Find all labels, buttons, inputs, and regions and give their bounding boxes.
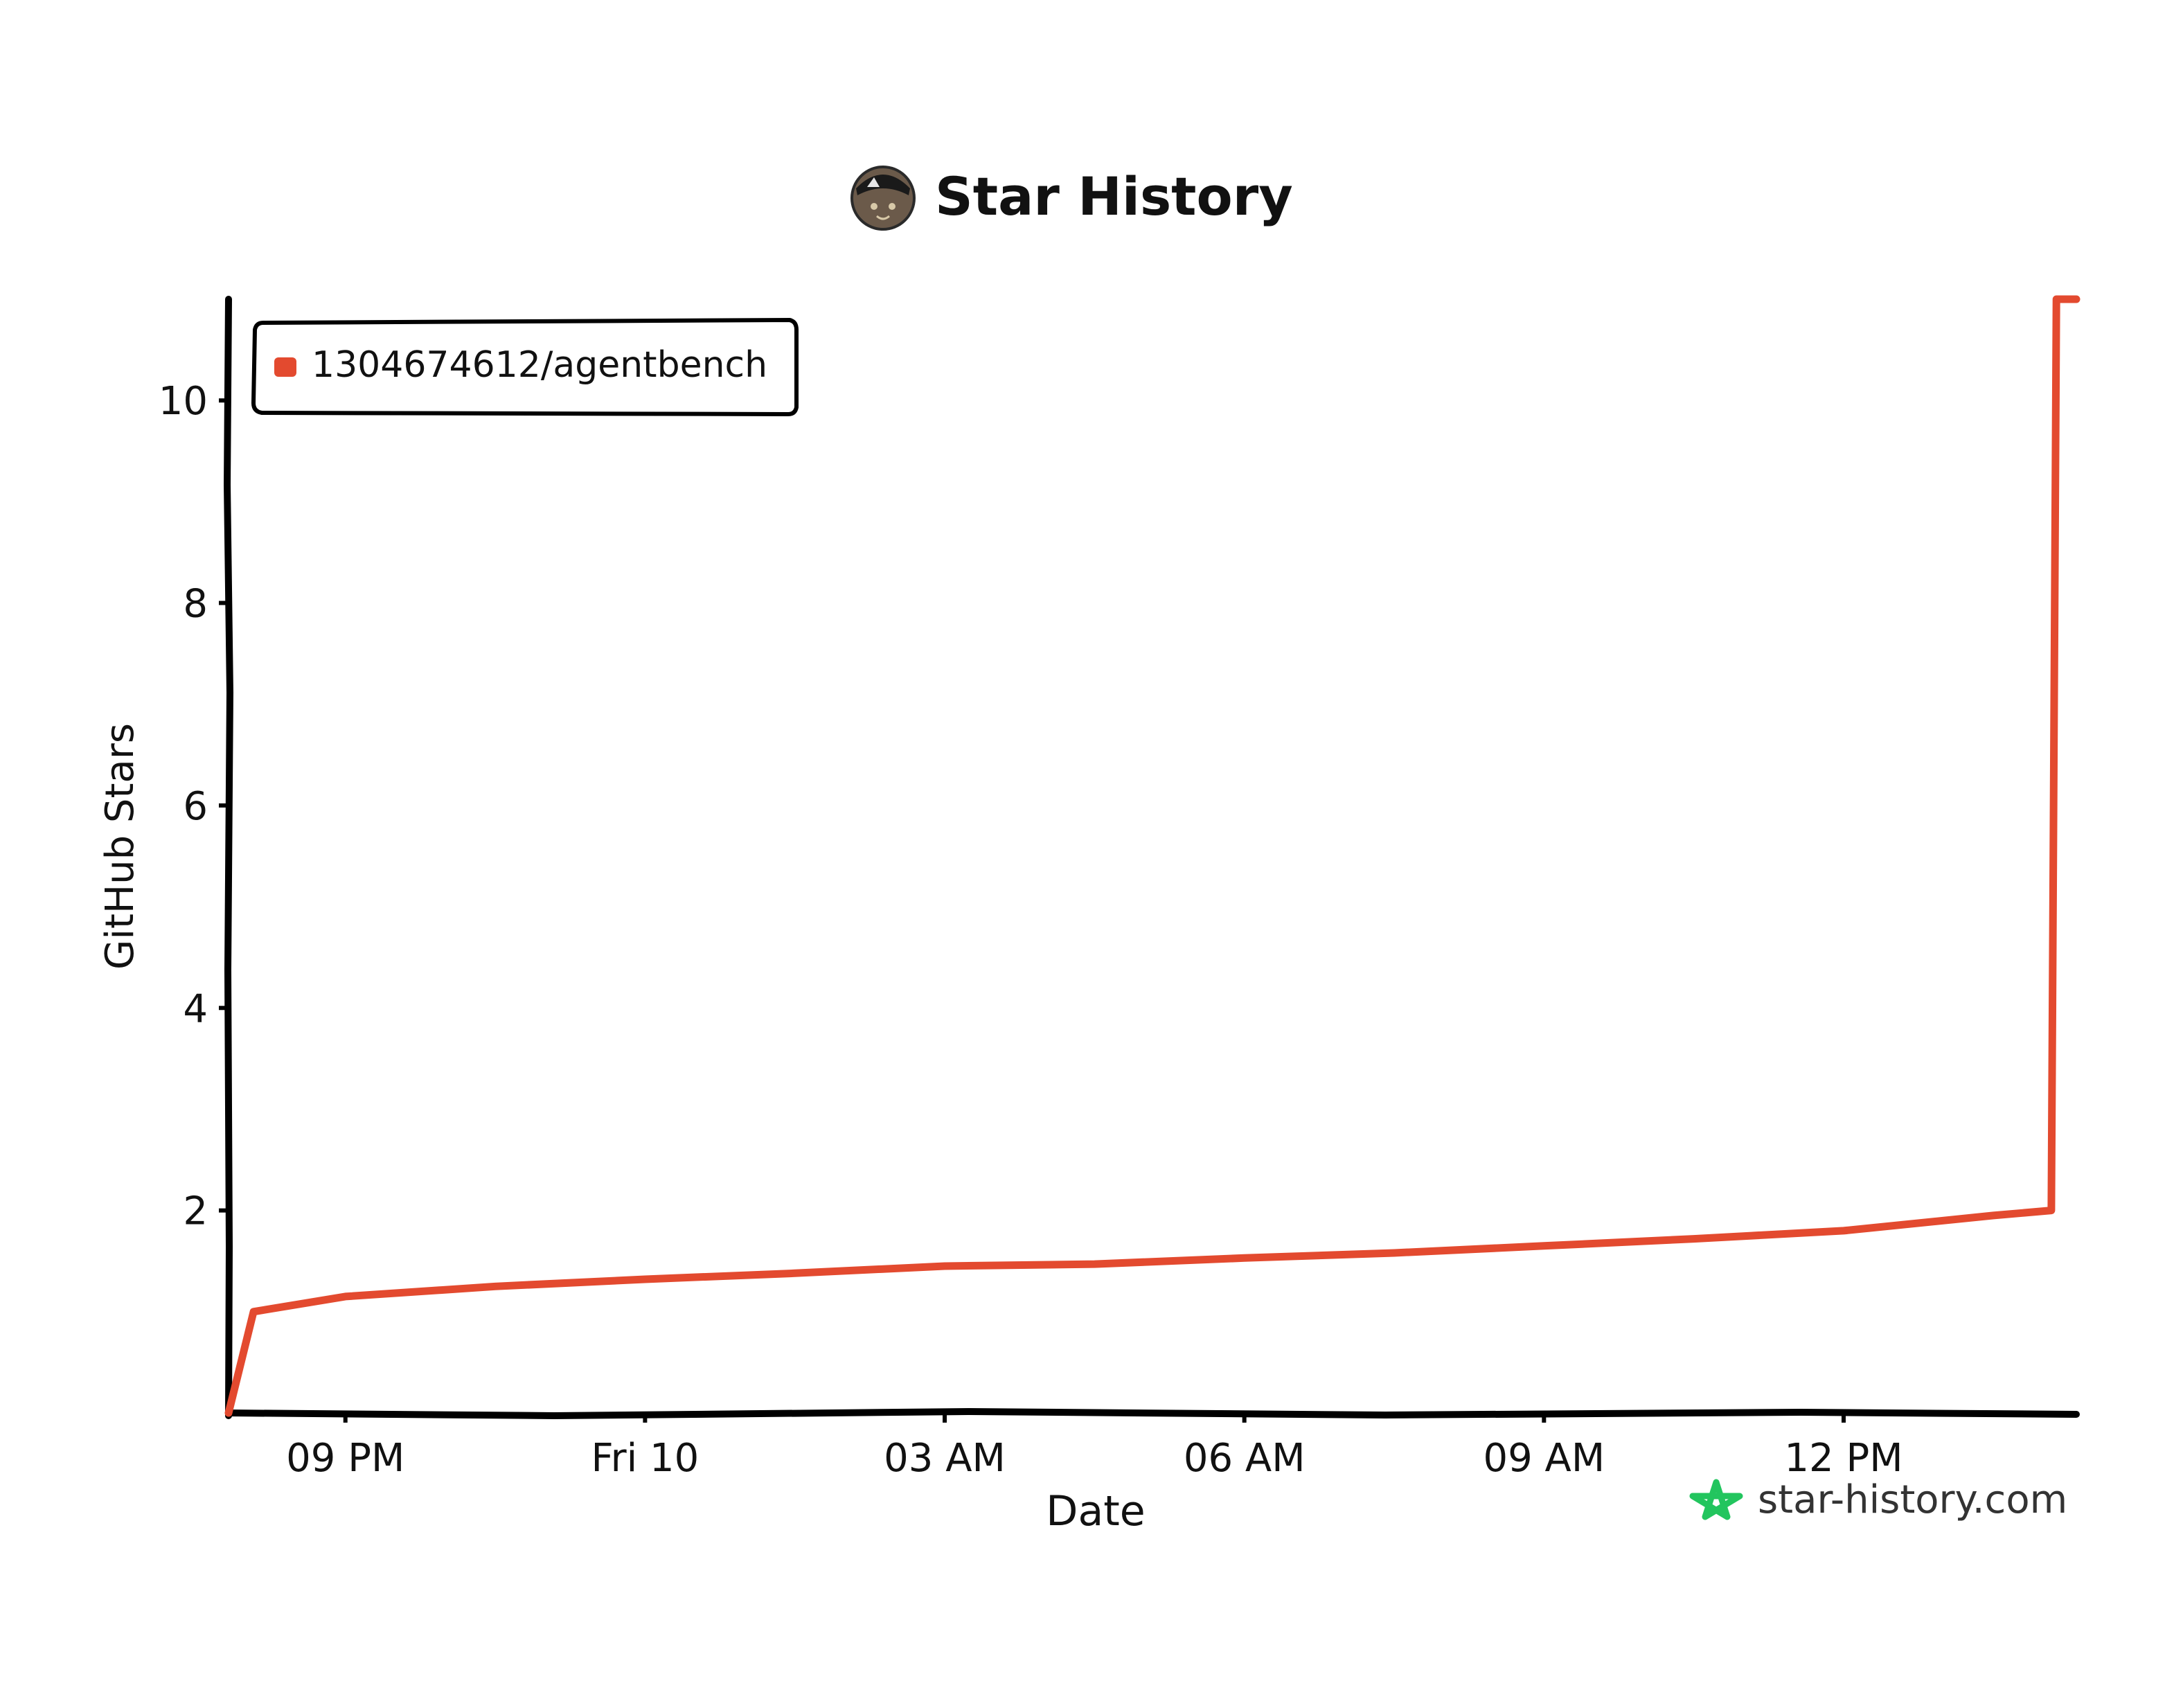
legend-box	[251, 317, 799, 417]
y-axis-label: GitHub Stars	[98, 723, 143, 970]
legend-swatch	[274, 357, 296, 377]
y-axis-ticks: 2 4 6 8 10	[159, 379, 229, 1234]
axes	[223, 296, 2080, 1420]
y-tick-label: 8	[183, 582, 208, 627]
x-tick-label: Fri 10	[591, 1436, 699, 1481]
series-line	[224, 295, 2080, 1417]
x-tick-label: 12 PM	[1784, 1436, 1903, 1481]
chart-title: Star History	[935, 166, 1293, 227]
watermark-text: star-history.com	[1758, 1477, 2067, 1522]
x-axis-line	[225, 1407, 2080, 1420]
y-tick-label: 10	[159, 379, 208, 424]
cat-avatar-icon	[850, 166, 916, 231]
y-tick-label: 2	[183, 1189, 208, 1234]
legend: 1304674612/agentbench	[251, 317, 799, 417]
x-tick-label: 03 AM	[884, 1436, 1006, 1481]
x-tick-label: 09 AM	[1483, 1436, 1605, 1481]
x-tick-label: 09 PM	[286, 1436, 404, 1481]
series-layer	[224, 295, 2080, 1417]
y-tick-label: 6	[183, 784, 208, 829]
x-tick-label: 06 AM	[1184, 1436, 1306, 1481]
green-star-icon	[1689, 1479, 1743, 1520]
x-axis-label: Date	[1046, 1487, 1145, 1536]
watermark[interactable]: star-history.com	[1689, 1477, 2067, 1522]
chart-header: Star History	[850, 166, 1293, 231]
y-tick-label: 4	[183, 986, 208, 1031]
x-axis-ticks: 09 PM Fri 10 03 AM 06 AM 09 AM 12 PM	[286, 1413, 1903, 1481]
legend-series-name: 1304674612/agentbench	[312, 344, 767, 386]
y-axis-line	[223, 296, 234, 1419]
